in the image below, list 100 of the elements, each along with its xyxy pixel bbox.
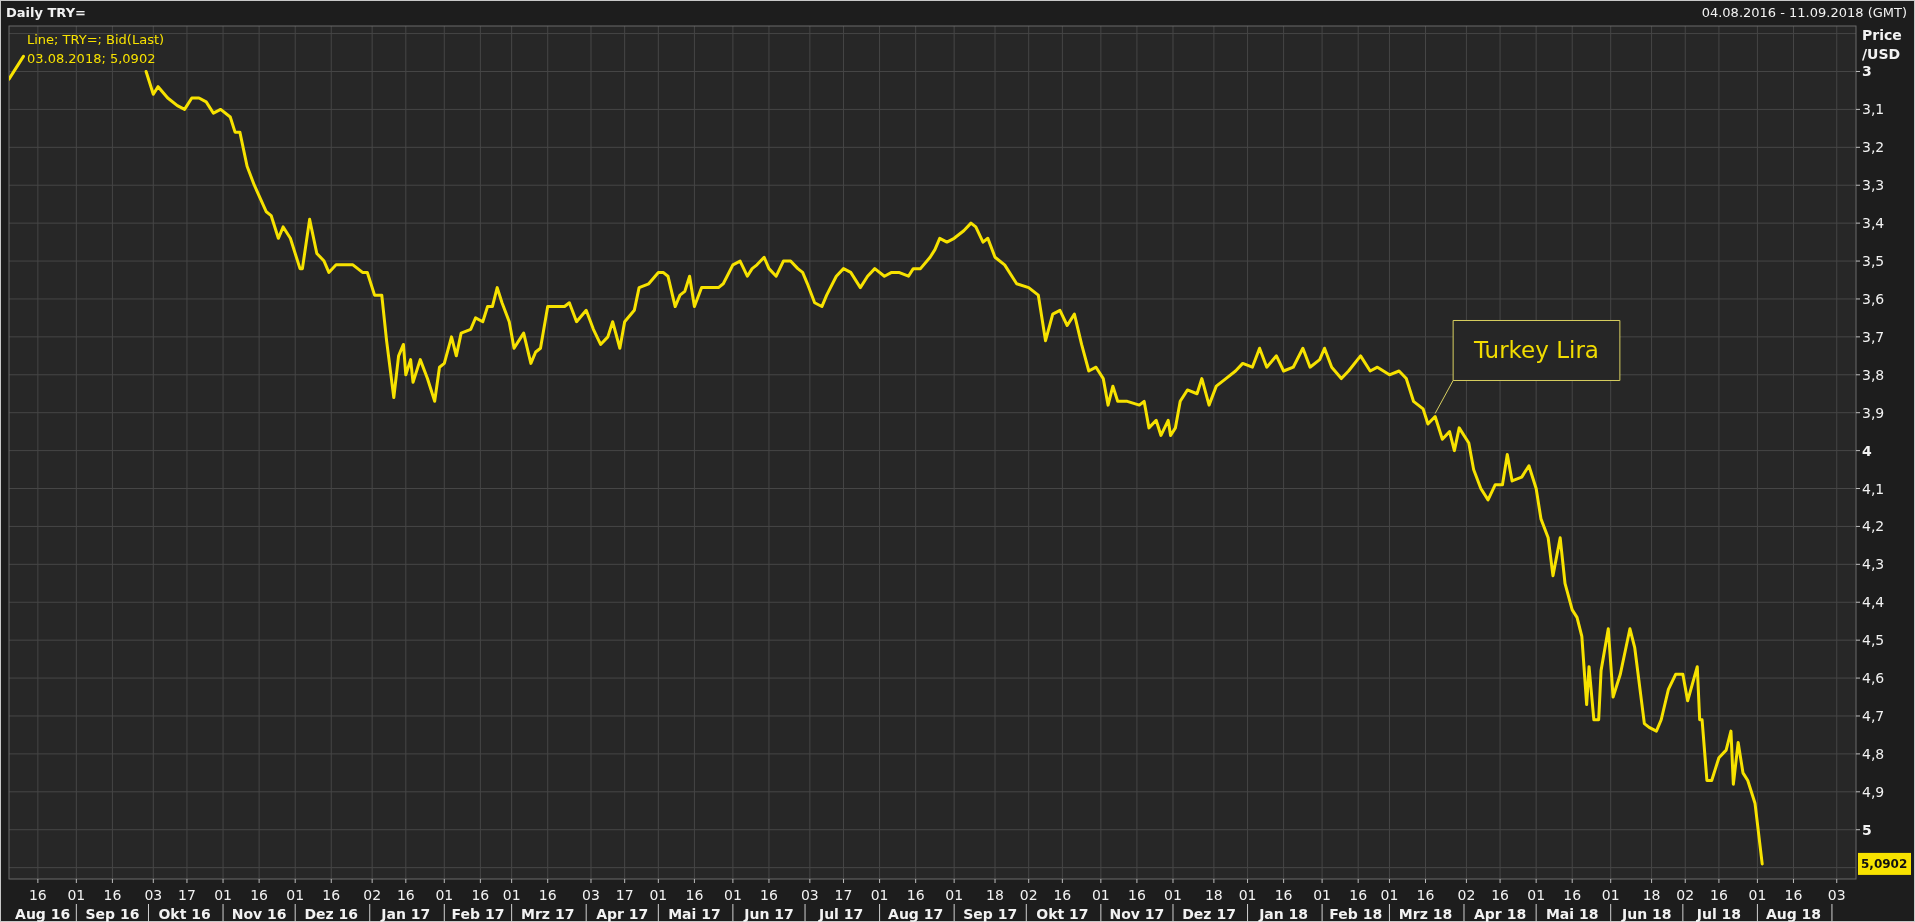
x-tick-label: 16: [28, 887, 47, 903]
x-tick-label: 02: [1019, 887, 1038, 903]
x2-tick-label: Jul 17: [817, 906, 864, 922]
y-tick-label: 4,1: [1862, 480, 1885, 497]
x-tick-label: 01: [649, 887, 668, 903]
x-tick-label: 02: [363, 887, 382, 903]
annotation: Turkey Lira: [1473, 337, 1599, 364]
x2-tick-label: Jun 18: [1621, 906, 1672, 922]
x2-tick-label: Mrz 18: [1398, 906, 1453, 922]
x-tick-label: 01: [945, 887, 964, 903]
x-tick-label: 16: [1053, 887, 1072, 903]
x-tick-label: 01: [214, 887, 232, 903]
x-tick-label: 01: [1380, 887, 1399, 903]
x-tick-label: 16: [1128, 887, 1146, 903]
x-tick-label: 01: [67, 887, 86, 903]
x-tick-label: 01: [286, 887, 305, 903]
x2-tick-label: Feb 17: [451, 906, 505, 922]
x2-tick-label: Okt 16: [158, 906, 211, 922]
x2-tick-label: Nov 16: [231, 906, 287, 922]
x-tick-label: 01: [870, 887, 889, 903]
x-tick-label: 18: [1642, 887, 1661, 903]
x-tick-label: 03: [800, 887, 819, 903]
y-tick-label: 4,4: [1862, 594, 1885, 611]
x-tick-label: 17: [834, 887, 853, 903]
y-tick-label: 4,6: [1862, 670, 1885, 687]
x-tick-label: 16: [906, 887, 925, 903]
x-tick-label: 01: [435, 887, 454, 903]
x-tick-label: 16: [471, 887, 490, 903]
x-tick-label: 01: [1238, 887, 1257, 903]
x-tick-label: 16: [322, 887, 341, 903]
x-tick-label: 18: [986, 887, 1004, 903]
series-label: Line; TRY=; Bid(Last): [27, 32, 165, 47]
y-tick-label: 3,8: [1862, 366, 1885, 383]
x2-tick-label: Sep 16: [85, 906, 140, 922]
x-tick-label: 01: [1527, 887, 1546, 903]
x-tick-label: 01: [1164, 887, 1182, 903]
y-tick-label: 4,3: [1862, 556, 1885, 573]
y-tick-label: 4,9: [1862, 783, 1885, 800]
chart-subtitle: 04.08.2016 - 11.09.2018 (GMT): [1701, 5, 1907, 20]
x-tick-label: 18: [1204, 887, 1223, 903]
x-tick-label: 16: [538, 887, 557, 903]
x2-tick-label: Dez 16: [304, 906, 359, 922]
x-tick-label: 01: [1313, 887, 1332, 903]
x-tick-label: 01: [502, 887, 521, 903]
x-tick-label: 16: [1274, 887, 1293, 903]
x-tick-label: 16: [760, 887, 778, 903]
x2-tick-label: Feb 18: [1329, 906, 1383, 922]
y-tick-label: 3,5: [1862, 253, 1885, 270]
x-tick-label: 16: [685, 887, 704, 903]
x-tick-label: 16: [103, 887, 122, 903]
y-tick-label: 4: [1862, 442, 1872, 459]
y-tick-label: 3: [1862, 63, 1872, 80]
y-tick-label: 3,3: [1862, 177, 1885, 194]
x2-tick-label: Jan 18: [1258, 906, 1309, 922]
x-tick-label: 17: [178, 887, 196, 903]
x2-tick-label: Apr 18: [1474, 906, 1527, 922]
x-tick-label: 16: [1416, 887, 1435, 903]
x-tick-label: 01: [723, 887, 742, 903]
x-tick-label: 02: [1676, 887, 1695, 903]
y-tick-label: 3,7: [1862, 328, 1885, 345]
x2-tick-label: Aug 18: [1765, 906, 1822, 922]
x2-tick-label: Mai 18: [1545, 906, 1599, 922]
x-tick-label: 16: [1784, 887, 1803, 903]
x2-tick-label: Jan 17: [380, 906, 431, 922]
x2-tick-label: Aug 16: [15, 906, 71, 922]
x2-tick-label: Mai 17: [668, 906, 721, 922]
annotation: 03.08.2018; 5,0902: [27, 51, 156, 66]
x2-tick-label: Jun 17: [743, 906, 794, 922]
y-tick-label: 5: [1862, 821, 1872, 838]
y-tick-label: 3,6: [1862, 290, 1885, 307]
y-tick-label: 4,5: [1862, 632, 1885, 649]
x2-tick-label: Sep 17: [963, 906, 1018, 922]
y-tick-label: 4,8: [1862, 745, 1885, 762]
y-tick-label: 3,9: [1862, 404, 1885, 421]
chart-title: Daily TRY=: [6, 5, 86, 20]
x2-tick-label: Jul 18: [1695, 906, 1742, 922]
x-tick-label: 16: [250, 887, 269, 903]
x-tick-label: 16: [1491, 887, 1510, 903]
x2-tick-label: Apr 17: [596, 906, 649, 922]
y-tick-label: 3,1: [1862, 101, 1885, 118]
x2-tick-label: Dez 17: [1182, 906, 1236, 922]
x2-tick-label: Okt 17: [1036, 906, 1089, 922]
x2-tick-label: Nov 17: [1109, 906, 1165, 922]
x-tick-label: 03: [144, 887, 163, 903]
y-tick-label: 4,2: [1862, 518, 1885, 535]
x2-tick-label: Mrz 17: [521, 906, 575, 922]
y-axis-title: Price /USD: [1862, 27, 1902, 62]
x-tick-label: 16: [1563, 887, 1582, 903]
x2-tick-label: Aug 17: [888, 906, 944, 922]
y-tick-label: 3,2: [1862, 139, 1885, 156]
y-tick-label: 4,7: [1862, 707, 1885, 724]
x-tick-label: 17: [615, 887, 634, 903]
y-tick-label: 3,4: [1862, 215, 1885, 232]
x-tick-label: 01: [1601, 887, 1620, 903]
x-tick-label: 16: [396, 887, 415, 903]
x-tick-label: 03: [582, 887, 600, 903]
x-tick-label: 16: [1710, 887, 1728, 903]
x-tick-label: 16: [1349, 887, 1368, 903]
x-tick-label: 01: [1748, 887, 1767, 903]
x-tick-label: 02: [1457, 887, 1476, 903]
